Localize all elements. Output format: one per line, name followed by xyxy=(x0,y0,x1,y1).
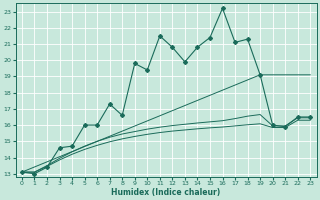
X-axis label: Humidex (Indice chaleur): Humidex (Indice chaleur) xyxy=(111,188,221,197)
